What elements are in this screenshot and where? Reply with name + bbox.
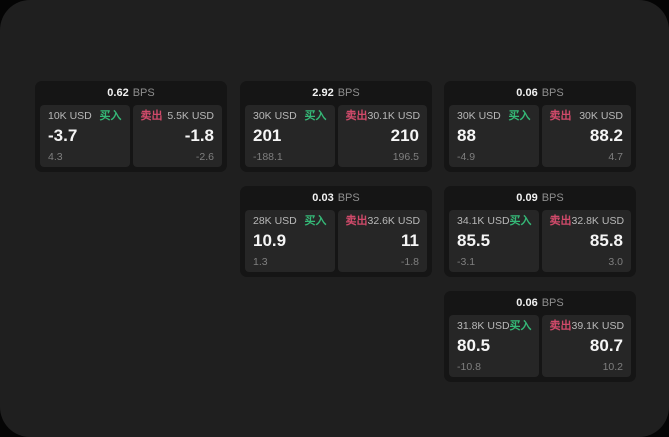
buy-tile[interactable]: 31.8K USD 买入 80.5 -10.8 xyxy=(449,315,539,377)
buy-price: 201 xyxy=(253,126,282,145)
card-header: 0.06 BPS xyxy=(444,291,636,313)
bps-value: 2.92 xyxy=(312,87,334,99)
buy-change: -4.9 xyxy=(457,150,476,163)
sell-amount: 30.1K USD xyxy=(367,110,421,123)
buy-side-label: 买入 xyxy=(508,110,531,122)
sell-side-label: 卖出 xyxy=(140,110,163,122)
sell-change: 196.5 xyxy=(392,150,419,163)
buy-side-label: 买入 xyxy=(509,215,532,227)
sell-change: 3.0 xyxy=(608,255,623,268)
buy-change: 4.3 xyxy=(48,150,63,163)
bps-value: 0.06 xyxy=(516,297,538,309)
sell-side-label: 卖出 xyxy=(549,215,572,227)
sell-change: 10.2 xyxy=(602,360,623,373)
bps-unit-label: BPS xyxy=(337,87,360,99)
buy-change: -10.8 xyxy=(457,360,481,373)
sell-price: 210 xyxy=(390,126,419,145)
buy-tile[interactable]: 10K USD 买入 -3.7 4.3 xyxy=(40,105,130,167)
sell-change: 4.7 xyxy=(608,150,623,163)
card-body: 34.1K USD 买入 85.5 -3.1 卖出 32.8K USD 85.8… xyxy=(444,208,636,277)
bps-unit-label: BPS xyxy=(132,87,155,99)
sell-amount: 32.8K USD xyxy=(571,215,625,228)
sell-side-label: 卖出 xyxy=(345,110,368,122)
sell-amount: 30K USD xyxy=(579,110,623,123)
sell-price: 85.8 xyxy=(589,231,623,250)
buy-side-label: 买入 xyxy=(509,320,532,332)
buy-price: 85.5 xyxy=(457,231,491,250)
buy-amount: 31.8K USD xyxy=(457,320,510,333)
buy-amount: 30K USD xyxy=(253,110,297,123)
sell-side-label: 卖出 xyxy=(345,215,368,227)
buy-amount: 34.1K USD xyxy=(457,215,510,228)
sell-tile[interactable]: 卖出 30.1K USD 210 196.5 xyxy=(337,105,427,167)
buy-change: -3.1 xyxy=(457,255,476,268)
sell-price: 88.2 xyxy=(589,126,623,145)
buy-tile[interactable]: 30K USD 买入 201 -188.1 xyxy=(245,105,335,167)
buy-tile[interactable]: 28K USD 买入 10.9 1.3 xyxy=(245,210,335,272)
card-header: 0.09 BPS xyxy=(444,186,636,208)
sell-change: -1.8 xyxy=(400,255,419,268)
sell-amount: 32.6K USD xyxy=(367,215,421,228)
buy-price: 88 xyxy=(457,126,476,145)
quote-card: 0.06 BPS 31.8K USD 买入 80.5 -10.8 卖出 39.1… xyxy=(444,291,636,382)
buy-price: -3.7 xyxy=(48,126,78,145)
card-header: 0.03 BPS xyxy=(240,186,432,208)
bps-value: 0.03 xyxy=(312,192,334,204)
quote-card: 0.06 BPS 30K USD 买入 88 -4.9 卖出 30K USD xyxy=(444,81,636,172)
buy-amount: 10K USD xyxy=(48,110,92,123)
bps-unit-label: BPS xyxy=(337,192,360,204)
sell-tile[interactable]: 卖出 32.6K USD 11 -1.8 xyxy=(337,210,427,272)
bps-unit-label: BPS xyxy=(541,192,564,204)
card-body: 30K USD 买入 201 -188.1 卖出 30.1K USD 210 1… xyxy=(240,103,432,172)
sell-price: 11 xyxy=(401,231,419,250)
quote-card: 0.03 BPS 28K USD 买入 10.9 1.3 卖出 32.6K US… xyxy=(240,186,432,277)
sell-price: 80.7 xyxy=(589,336,623,355)
card-header: 0.06 BPS xyxy=(444,81,636,103)
quote-card: 0.62 BPS 10K USD 买入 -3.7 4.3 卖出 5.5K USD xyxy=(35,81,227,172)
quote-card: 0.09 BPS 34.1K USD 买入 85.5 -3.1 卖出 32.8K… xyxy=(444,186,636,277)
buy-tile[interactable]: 34.1K USD 买入 85.5 -3.1 xyxy=(449,210,539,272)
card-header: 0.62 BPS xyxy=(35,81,227,103)
buy-price: 10.9 xyxy=(253,231,287,250)
sell-tile[interactable]: 卖出 32.8K USD 85.8 3.0 xyxy=(541,210,631,272)
bps-value: 0.09 xyxy=(516,192,538,204)
card-header: 2.92 BPS xyxy=(240,81,432,103)
sell-tile[interactable]: 卖出 39.1K USD 80.7 10.2 xyxy=(541,315,631,377)
buy-side-label: 买入 xyxy=(99,110,122,122)
sell-side-label: 卖出 xyxy=(549,110,572,122)
quote-card: 2.92 BPS 30K USD 买入 201 -188.1 卖出 30.1K … xyxy=(240,81,432,172)
card-body: 10K USD 买入 -3.7 4.3 卖出 5.5K USD -1.8 -2.… xyxy=(35,103,227,172)
buy-price: 80.5 xyxy=(457,336,491,355)
sell-tile[interactable]: 卖出 5.5K USD -1.8 -2.6 xyxy=(132,105,222,167)
bps-value: 0.06 xyxy=(516,87,538,99)
buy-side-label: 买入 xyxy=(304,110,327,122)
sell-amount: 5.5K USD xyxy=(167,110,214,123)
card-body: 31.8K USD 买入 80.5 -10.8 卖出 39.1K USD 80.… xyxy=(444,313,636,382)
buy-change: 1.3 xyxy=(253,255,268,268)
buy-amount: 30K USD xyxy=(457,110,501,123)
card-body: 30K USD 买入 88 -4.9 卖出 30K USD 88.2 4.7 xyxy=(444,103,636,172)
card-body: 28K USD 买入 10.9 1.3 卖出 32.6K USD 11 -1.8 xyxy=(240,208,432,277)
sell-amount: 39.1K USD xyxy=(571,320,625,333)
sell-tile[interactable]: 卖出 30K USD 88.2 4.7 xyxy=(541,105,631,167)
sell-change: -2.6 xyxy=(195,150,214,163)
buy-change: -188.1 xyxy=(253,150,283,163)
bps-value: 0.62 xyxy=(107,87,129,99)
bps-unit-label: BPS xyxy=(541,87,564,99)
buy-tile[interactable]: 30K USD 买入 88 -4.9 xyxy=(449,105,539,167)
sell-side-label: 卖出 xyxy=(549,320,572,332)
sell-price: -1.8 xyxy=(184,126,214,145)
bps-unit-label: BPS xyxy=(541,297,564,309)
buy-amount: 28K USD xyxy=(253,215,297,228)
buy-side-label: 买入 xyxy=(304,215,327,227)
